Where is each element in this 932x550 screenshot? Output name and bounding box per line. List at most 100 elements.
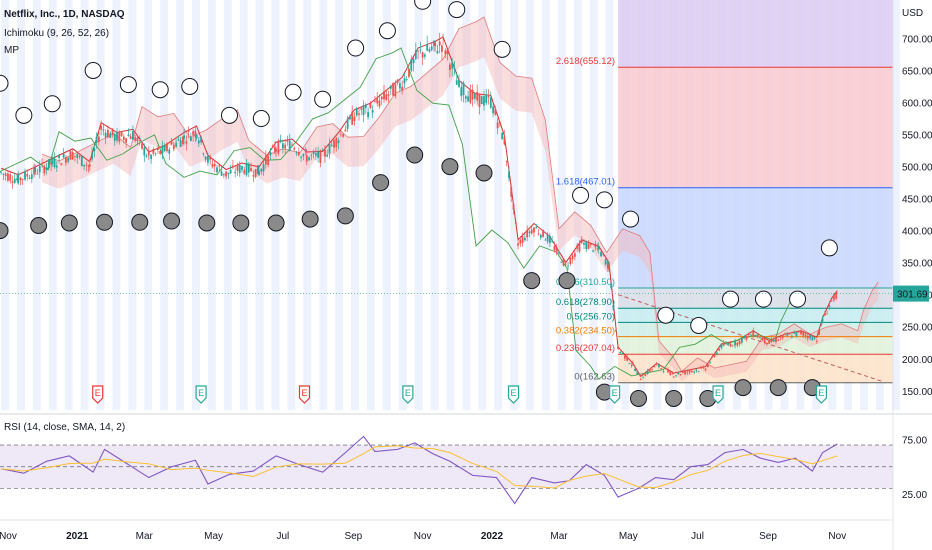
candle-body xyxy=(424,54,426,57)
candle-body xyxy=(401,86,404,91)
candle-body xyxy=(113,134,116,141)
bg-stripe xyxy=(462,0,471,410)
price-candles xyxy=(0,32,838,381)
candle-body xyxy=(245,162,248,176)
candle-body xyxy=(530,229,533,234)
candle-body xyxy=(60,163,63,166)
candle-body xyxy=(775,338,777,342)
candle-body xyxy=(621,353,624,355)
candle-body xyxy=(781,335,784,338)
candle-body xyxy=(711,356,714,358)
mp-circle-open xyxy=(181,77,199,95)
mp-circle-filled xyxy=(769,379,787,397)
candle-body xyxy=(602,254,605,256)
bg-stripe xyxy=(494,0,503,410)
candle-body xyxy=(483,96,485,106)
candle-body xyxy=(175,142,178,147)
indicator-ichimoku[interactable]: Ichimoku (9, 26, 52, 26) xyxy=(4,28,110,39)
time-tick-label: Jul xyxy=(276,531,289,542)
candle-body xyxy=(218,165,221,167)
candle-body xyxy=(328,143,331,154)
candle-body xyxy=(258,170,260,176)
candle-body xyxy=(234,172,237,174)
bg-stripe xyxy=(160,0,169,410)
candle-body xyxy=(444,50,447,55)
candle-body xyxy=(80,155,83,167)
candle-body xyxy=(828,305,831,307)
candle-body xyxy=(752,330,755,337)
candle-body xyxy=(833,294,835,301)
candle-body xyxy=(109,133,112,138)
candle-body xyxy=(672,376,675,378)
candle-body xyxy=(528,231,531,233)
candle-body xyxy=(9,174,12,181)
candle-body xyxy=(297,152,300,156)
candle-body xyxy=(489,97,492,108)
time-tick-label: 2021 xyxy=(66,531,89,542)
candle-body xyxy=(436,51,439,54)
candle-body xyxy=(87,165,90,167)
earnings-label: E xyxy=(612,388,618,398)
candle-body xyxy=(686,372,689,374)
fib-zone xyxy=(618,308,893,323)
candle-body xyxy=(642,377,644,379)
mp-circle-open xyxy=(84,61,102,79)
mp-circle-open xyxy=(789,290,807,308)
candle-body xyxy=(232,165,234,168)
candle-body xyxy=(428,49,431,52)
candle-body xyxy=(118,132,121,142)
price-tick-label: 450.00 xyxy=(902,195,932,206)
candle-body xyxy=(202,153,205,155)
rsi-title[interactable]: RSI (14, close, SMA, 14, 2) xyxy=(4,422,126,433)
candle-body xyxy=(324,149,326,157)
candle-body xyxy=(143,147,146,156)
candle-body xyxy=(36,173,39,175)
bg-stripe xyxy=(1,0,10,410)
candle-body xyxy=(715,352,718,355)
bg-stripe xyxy=(112,0,121,410)
candle-body xyxy=(213,163,216,167)
candle-body xyxy=(194,130,197,137)
candle-body xyxy=(399,83,401,89)
candle-body xyxy=(519,239,522,244)
candle-body xyxy=(67,157,70,162)
candle-body xyxy=(604,259,607,265)
candle-body xyxy=(823,312,826,316)
candle-body xyxy=(21,179,24,180)
time-tick-label: Mar xyxy=(550,531,568,542)
candle-body xyxy=(376,97,379,104)
candle-body xyxy=(326,154,329,157)
candle-body xyxy=(380,96,383,100)
earnings-markers: EEEEEEEEE xyxy=(92,385,828,404)
candle-body xyxy=(713,354,716,357)
candle-body xyxy=(800,331,802,335)
earnings-marker xyxy=(609,385,621,404)
candle-body xyxy=(826,313,829,315)
candle-body xyxy=(725,343,727,345)
mp-circle-filled xyxy=(96,213,114,231)
candle-body xyxy=(738,340,741,345)
candle-body xyxy=(127,134,130,137)
candle-body xyxy=(688,370,691,373)
candle-body xyxy=(818,329,821,335)
candle-body xyxy=(209,156,212,160)
candle-body xyxy=(646,370,649,374)
fib-zone xyxy=(618,322,893,337)
indicator-mp[interactable]: MP xyxy=(4,45,19,56)
bg-stripe xyxy=(573,0,582,410)
candle-body xyxy=(172,145,175,150)
candle-body xyxy=(0,172,3,174)
last-price-badge xyxy=(893,285,929,302)
candle-body xyxy=(651,368,654,370)
fib-zone xyxy=(618,336,893,355)
candle-body xyxy=(275,148,277,151)
candle-body xyxy=(396,79,399,83)
candle-body xyxy=(521,236,524,243)
symbol-title: Netflix, Inc., 1D, NASDAQ xyxy=(4,9,125,20)
candle-body xyxy=(157,148,159,151)
price-tick-label: 150.00 xyxy=(902,387,932,398)
price-tick-label: 600.00 xyxy=(902,99,932,110)
candle-body xyxy=(835,292,838,299)
candle-body xyxy=(163,145,166,152)
